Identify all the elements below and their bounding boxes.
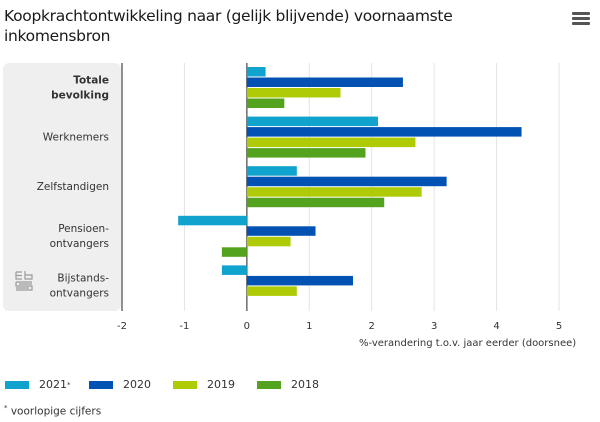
category-label: bevolking — [51, 89, 109, 101]
bar-2020-3[interactable] — [246, 226, 316, 236]
x-tick-label: 1 — [306, 321, 312, 332]
bar-2021-1[interactable] — [246, 116, 378, 127]
hamburger-menu-icon-line — [572, 22, 590, 25]
legend-swatch — [89, 380, 113, 389]
cbs-logo-icon — [15, 271, 33, 291]
legend-item-2018[interactable]: 2018 — [257, 378, 341, 391]
legend-label: 2019 — [207, 378, 235, 391]
x-tick-label: 5 — [556, 321, 562, 332]
bar-2020-0[interactable] — [246, 77, 403, 88]
bar-2018-0[interactable] — [246, 98, 285, 109]
category-label: Bijstands- — [57, 273, 109, 285]
x-tick-label: 0 — [244, 321, 250, 332]
bar-2021-0[interactable] — [246, 67, 266, 77]
category-labels: Totale bevolking Werknemers Zelfstandigen Pe… — [37, 74, 110, 299]
category-label: Zelfstandigen — [37, 181, 109, 193]
footnote-text: voorlopige cijfers — [10, 405, 102, 418]
bar-2019-1[interactable] — [246, 137, 416, 148]
legend-label: 2018 — [291, 378, 319, 391]
category-label: Werknemers — [43, 131, 109, 143]
legend-swatch — [257, 380, 281, 389]
bar-2020-2[interactable] — [246, 176, 447, 187]
bar-2020-4[interactable] — [246, 275, 353, 286]
bar-2018-3[interactable] — [221, 247, 247, 257]
x-tick-label: 3 — [431, 321, 437, 332]
bar-2019-0[interactable] — [246, 88, 341, 98]
hamburger-menu-icon-line — [572, 17, 590, 20]
gridlines — [121, 63, 560, 311]
legend-swatch — [5, 380, 29, 389]
bar-2018-1[interactable] — [246, 148, 366, 158]
legend-item-2019[interactable]: 2019 — [173, 378, 257, 391]
bar-2021-3[interactable] — [178, 215, 247, 226]
footnote-marker: * — [4, 404, 8, 412]
legend: 2021 * 2020 2019 2018 — [5, 378, 341, 391]
category-label: ontvangers — [50, 238, 109, 250]
legend-marker: * — [67, 380, 71, 389]
chart-menu-button[interactable] — [572, 12, 590, 28]
hamburger-menu-icon — [572, 12, 590, 15]
legend-label: 2021 — [39, 378, 67, 391]
bar-2019-3[interactable] — [246, 236, 291, 247]
x-tick-label: 2 — [369, 321, 375, 332]
category-panel — [3, 63, 121, 311]
bar-chart: Totale bevolking Werknemers Zelfstandigen Pe… — [3, 63, 576, 349]
category-label: ontvangers — [50, 288, 109, 300]
x-tick-label: -2 — [117, 321, 127, 332]
bar-2020-1[interactable] — [246, 127, 522, 137]
bar-2019-2[interactable] — [246, 187, 422, 197]
legend-item-2021[interactable]: 2021 * — [5, 378, 89, 391]
bars — [178, 67, 522, 296]
footnote: * voorlopige cijfers — [4, 404, 101, 418]
bar-2021-4[interactable] — [221, 265, 247, 275]
legend-label: 2020 — [123, 378, 151, 391]
legend-item-2020[interactable]: 2020 — [89, 378, 173, 391]
bar-2018-2[interactable] — [246, 197, 385, 208]
bar-2019-4[interactable] — [246, 286, 297, 296]
x-tick-label: -1 — [179, 321, 189, 332]
category-label: Totale — [73, 74, 109, 86]
bar-2021-2[interactable] — [246, 166, 297, 176]
legend-swatch — [173, 380, 197, 389]
x-tick-labels: -2 -1 0 1 2 3 4 5 — [117, 321, 562, 332]
x-axis-title: %-verandering t.o.v. jaar eerder (doorsn… — [359, 338, 576, 349]
chart-title: Koopkrachtontwikkeling naar (gelijk blij… — [4, 7, 453, 45]
x-tick-label: 4 — [493, 321, 499, 332]
category-label: Pensioen- — [58, 223, 109, 235]
